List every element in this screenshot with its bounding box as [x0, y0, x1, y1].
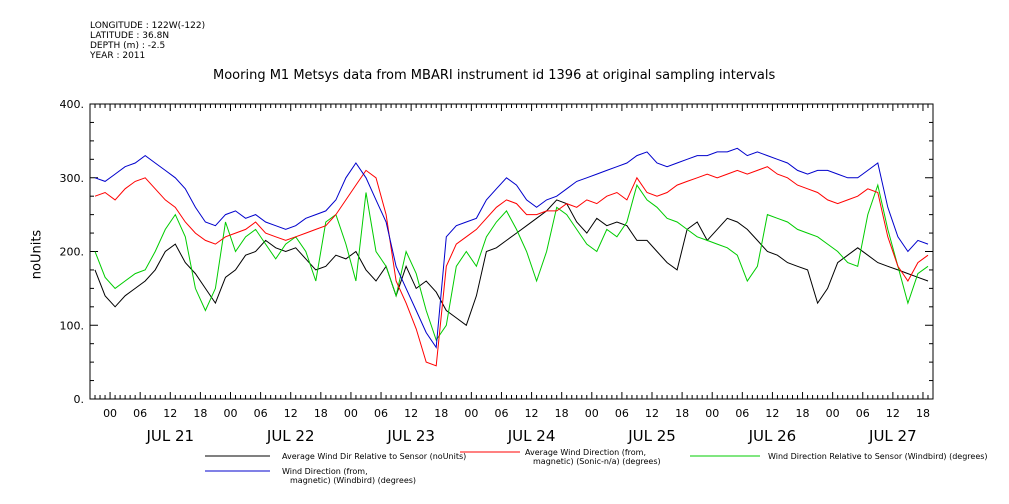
- legend-label: magnetic) (Sonic-n/a) (degrees): [533, 457, 661, 466]
- x-day-label: JUL 22: [266, 427, 315, 445]
- x-hour-label: 06: [494, 407, 508, 420]
- x-hour-label: 12: [284, 407, 298, 420]
- legend-label: Average Wind Direction (from,: [525, 448, 646, 457]
- x-day-label: JUL 21: [145, 427, 194, 445]
- latitude-label: LATITUDE : 36.8N: [90, 31, 170, 41]
- series-line: [94, 166, 929, 367]
- x-hour-label: 12: [645, 407, 659, 420]
- x-day-label: JUL 24: [507, 427, 556, 445]
- x-hour-label: 18: [193, 407, 207, 420]
- x-day-label: JUL 27: [868, 427, 917, 445]
- x-hour-label: 06: [133, 407, 147, 420]
- x-hour-label: 06: [735, 407, 749, 420]
- x-hour-label: 06: [856, 407, 870, 420]
- x-hour-label: 18: [434, 407, 448, 420]
- x-day-label: JUL 23: [386, 427, 435, 445]
- x-hour-label: 00: [826, 407, 840, 420]
- series-line: [94, 183, 929, 342]
- y-tick-label: 100.: [60, 319, 85, 332]
- series-line: [94, 199, 929, 327]
- y-tick-label: 400.: [60, 98, 85, 111]
- x-hour-label: 06: [374, 407, 388, 420]
- legend-label: Wind Direction Relative to Sensor (Windb…: [768, 452, 988, 461]
- x-day-label: JUL 25: [627, 427, 676, 445]
- x-hour-label: 18: [555, 407, 569, 420]
- y-tick-label: 300.: [60, 172, 85, 185]
- x-hour-label: 06: [254, 407, 268, 420]
- x-hour-label: 00: [103, 407, 117, 420]
- x-hour-label: 00: [705, 407, 719, 420]
- y-tick-label: 200.: [60, 246, 85, 259]
- x-hour-label: 18: [675, 407, 689, 420]
- x-hour-label: 00: [585, 407, 599, 420]
- x-hour-label: 12: [765, 407, 779, 420]
- x-hour-label: 00: [344, 407, 358, 420]
- x-hour-label: 12: [525, 407, 539, 420]
- series-line: [94, 147, 929, 349]
- depth-label: DEPTH (m) : -2.5: [90, 41, 166, 51]
- legend-label: Average Wind Dir Relative to Sensor (noU…: [282, 452, 466, 461]
- x-hour-label: 18: [796, 407, 810, 420]
- x-hour-label: 18: [916, 407, 930, 420]
- x-hour-label: 18: [314, 407, 328, 420]
- x-hour-label: 00: [224, 407, 238, 420]
- x-hour-label: 12: [404, 407, 418, 420]
- plot-frame: [89, 103, 934, 400]
- x-hour-label: 00: [464, 407, 478, 420]
- legend-label: Wind Direction (from,: [282, 467, 368, 476]
- x-day-label: JUL 26: [748, 427, 797, 445]
- chart-title: Mooring M1 Metsys data from MBARI instru…: [213, 68, 776, 83]
- x-hour-label: 06: [615, 407, 629, 420]
- y-tick-label: 0.: [74, 393, 85, 406]
- year-label: YEAR : 2011: [90, 51, 146, 61]
- x-hour-label: 12: [163, 407, 177, 420]
- legend-label: magnetic) (Windbird) (degrees): [290, 476, 416, 485]
- longitude-label: LONGITUDE : 122W(-122): [90, 21, 206, 31]
- x-hour-label: 12: [886, 407, 900, 420]
